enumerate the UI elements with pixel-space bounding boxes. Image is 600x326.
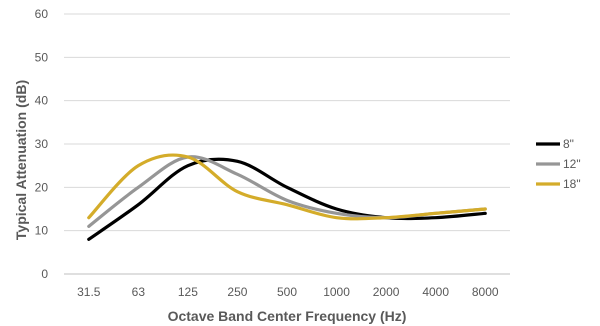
x-tick-label: 4000 [422,285,449,299]
y-axis-ticks: 0 10 20 30 40 50 60 [35,7,49,281]
series-lines [87,153,487,241]
x-tick-label: 500 [277,285,297,299]
y-tick-label: 60 [35,7,49,21]
y-tick-label: 30 [35,137,49,151]
series-line-0 [87,157,487,241]
legend: 8" 12" 18" [536,137,581,191]
legend-label: 18" [563,177,581,191]
x-tick-label: 125 [178,285,198,299]
x-tick-label: 8000 [472,285,499,299]
y-tick-label: 0 [41,267,48,281]
y-axis-title: Typical Attenuation (dB) [13,80,29,240]
y-tick-label: 20 [35,180,49,194]
gridlines [64,13,510,275]
x-tick-label: 63 [132,285,146,299]
y-tick-label: 50 [35,50,49,64]
x-tick-label: 250 [227,285,247,299]
y-tick-label: 40 [35,94,49,108]
legend-label: 8" [563,137,574,151]
x-tick-label: 2000 [373,285,400,299]
x-axis-title: Octave Band Center Frequency (Hz) [168,308,407,324]
x-tick-label: 31.5 [77,285,101,299]
legend-label: 12" [563,157,581,171]
x-axis-ticks: 31.5 63 125 250 500 1000 2000 4000 8000 [77,285,499,299]
y-tick-label: 10 [35,224,49,238]
series-line-2 [87,153,487,221]
x-tick-label: 1000 [323,285,350,299]
series-line-1 [87,155,487,228]
